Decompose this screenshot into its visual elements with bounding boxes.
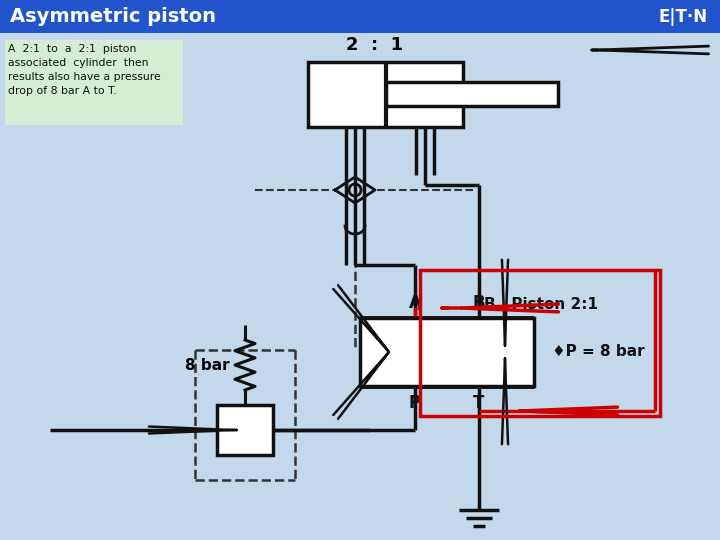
- Text: A  2:1  to  a  2:1  piston
associated  cylinder  then
results also have a pressu: A 2:1 to a 2:1 piston associated cylinde…: [8, 44, 161, 96]
- Bar: [360, 318, 534, 386]
- Text: ♦P = 8 bar: ♦P = 8 bar: [552, 345, 645, 360]
- Text: B: B: [473, 294, 485, 312]
- Bar: [420, 270, 660, 416]
- Text: B   Piston 2:1: B Piston 2:1: [484, 297, 598, 312]
- Bar: [217, 405, 273, 455]
- Bar: [0, 0, 720, 33]
- Text: A: A: [408, 294, 421, 312]
- Text: 8 bar: 8 bar: [185, 357, 230, 373]
- Text: T: T: [473, 394, 485, 412]
- Text: Asymmetric piston: Asymmetric piston: [10, 8, 216, 26]
- Text: 2  :  1: 2 : 1: [346, 36, 404, 54]
- Bar: [386, 82, 558, 106]
- Text: E|T·N: E|T·N: [659, 8, 708, 26]
- Bar: [5, 40, 183, 125]
- Bar: [308, 62, 463, 127]
- Text: P: P: [409, 394, 421, 412]
